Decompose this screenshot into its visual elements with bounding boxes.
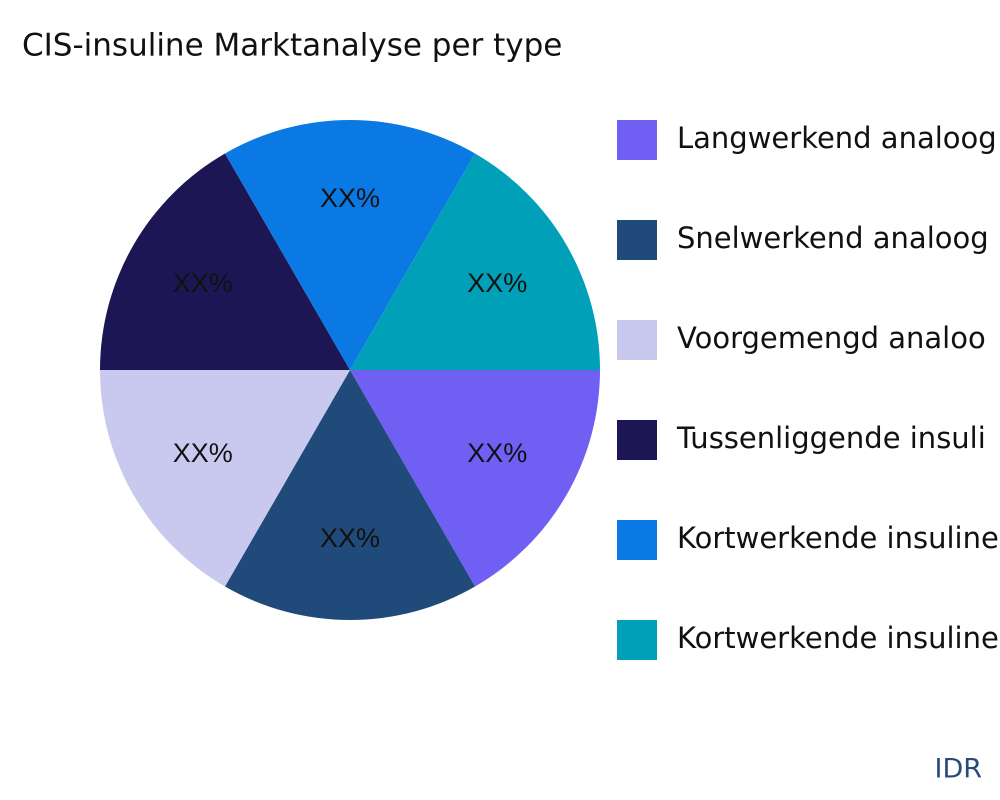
- pie-slice: [100, 370, 350, 587]
- legend-label: Snelwerkend analoog: [677, 221, 989, 255]
- chart-title: CIS-insuline Marktanalyse per type: [22, 28, 562, 64]
- legend-swatch: [617, 320, 657, 360]
- pie-slice: [350, 153, 600, 370]
- pie-slice: [100, 153, 350, 370]
- pie-slice: [225, 119, 475, 370]
- legend-label: Tussenliggende insuli: [676, 421, 986, 455]
- legend-swatch: [617, 620, 657, 660]
- source: IDR: [934, 754, 982, 785]
- legend-swatch: [617, 220, 657, 260]
- slice-label: XX%: [320, 523, 380, 553]
- legend-swatch: [617, 520, 657, 560]
- slice-label: XX%: [467, 268, 527, 298]
- legend-label: Langwerkend analoog: [677, 121, 997, 155]
- legend-label: Kortwerkende insuline: [677, 621, 999, 655]
- legend-label: Voorgemengd analoo: [677, 321, 986, 355]
- slice-label: XX%: [173, 268, 233, 298]
- slice-label: XX%: [173, 438, 233, 468]
- legend-swatch: [617, 420, 657, 460]
- pie-slice: [350, 370, 600, 587]
- legend-label: Kortwerkende insuline: [677, 521, 999, 555]
- slice-label: XX%: [320, 183, 380, 213]
- slice-label: XX%: [467, 438, 527, 468]
- legend-swatch: [617, 120, 657, 160]
- pie-slice: [225, 370, 475, 620]
